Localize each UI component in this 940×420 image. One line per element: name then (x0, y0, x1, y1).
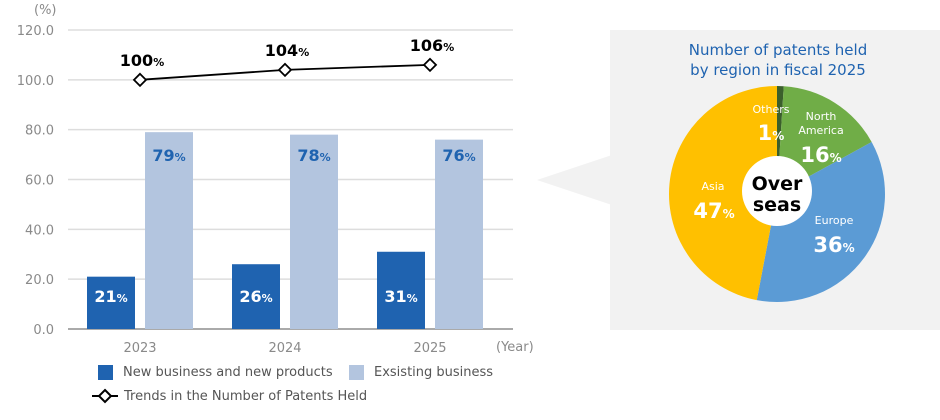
callout-pointer (537, 155, 612, 205)
legend-patents-trend: Trends in the Number of Patents Held (92, 388, 367, 404)
value: 47 (693, 199, 722, 223)
legend-new-business: New business and new products (98, 365, 333, 380)
pie-center-line1: Over (752, 173, 803, 195)
y-tick-label: 120.0 (17, 24, 54, 39)
legend-swatch-existing (349, 365, 364, 380)
legend-label-trend: Trends in the Number of Patents Held (124, 388, 368, 404)
value: 16 (800, 143, 829, 167)
pie-center-circle (742, 156, 812, 226)
trend-data-label: 106% (410, 36, 454, 55)
y-tick-label: 100.0 (17, 74, 54, 89)
bar-data-label: 21% (94, 287, 127, 306)
trend-data-label: 100% (120, 51, 164, 70)
trend-marker (277, 62, 293, 78)
bar-data-label: 26% (239, 287, 272, 306)
y-tick-label: 80.0 (25, 124, 54, 139)
bar-new (232, 264, 280, 329)
legend-label-new: New business and new products (123, 365, 333, 380)
pie-label-others: Others (753, 103, 790, 116)
bar-existing (145, 132, 193, 329)
bar-data-label: 76% (442, 146, 475, 165)
diamond-line-icon (92, 388, 118, 404)
x-tick-label: 2025 (413, 341, 446, 356)
pie-title-line2: by region in fiscal 2025 (690, 61, 866, 79)
legend-existing-business: Exsisting business (349, 365, 493, 380)
y-tick-label: 40.0 (25, 223, 54, 238)
trend-marker (422, 57, 438, 73)
trend-marker (132, 72, 148, 88)
y-tick-label: 0.0 (33, 323, 54, 338)
pie-value-na: 16% (800, 143, 841, 167)
pie-value-others: 1% (758, 121, 785, 145)
legend-swatch-new (98, 365, 113, 380)
bar-new (87, 276, 135, 329)
legend-label-existing: Exsisting business (374, 365, 494, 380)
pie-title-line1: Number of patents held (689, 41, 867, 59)
y-tick-label: 20.0 (25, 273, 54, 288)
x-tick-label: 2024 (268, 341, 301, 356)
pie-value-asia: 47% (693, 199, 734, 223)
pie-label-asia: Asia (701, 180, 724, 193)
bar-new (377, 251, 425, 329)
pie-label-na-1: North (806, 110, 837, 123)
y-unit-label: (%) (34, 3, 57, 18)
bar-data-label: 79% (152, 146, 185, 165)
pct: % (772, 129, 784, 143)
value: 36 (813, 233, 842, 257)
trend-data-label: 104% (265, 41, 309, 60)
bar-data-label: 31% (384, 287, 417, 306)
pct: % (843, 241, 855, 255)
bar-existing (290, 134, 338, 329)
pie-slice (668, 86, 777, 301)
pct: % (723, 207, 735, 221)
pie-slice (756, 141, 886, 303)
value: 1 (758, 121, 773, 145)
pie-label-na-2: America (798, 124, 843, 137)
bar-data-label: 78% (297, 146, 330, 165)
x-tick-label: 2023 (123, 341, 156, 356)
pie-label-europe: Europe (815, 214, 854, 227)
pie-value-europe: 36% (813, 233, 854, 257)
bar-existing (435, 139, 483, 329)
x-unit-label: (Year) (496, 340, 534, 355)
y-tick-label: 60.0 (25, 174, 54, 189)
pie-center-line2: seas (753, 194, 801, 216)
pct: % (830, 151, 842, 165)
